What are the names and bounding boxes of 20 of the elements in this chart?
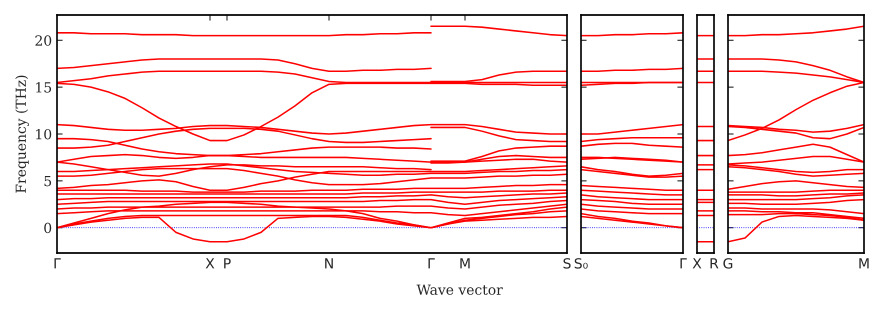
x-tick-label: N bbox=[325, 258, 333, 268]
x-tick-label: G bbox=[723, 258, 732, 269]
x-tick-label: Γ bbox=[54, 258, 61, 268]
y-tick-label: 10 bbox=[36, 128, 52, 140]
x-tick-label: P bbox=[224, 258, 231, 268]
y-tick-label: 0 bbox=[44, 222, 52, 234]
y-tick-label: 15 bbox=[36, 82, 52, 93]
y-axis-title: Frequency (THz) bbox=[15, 76, 29, 193]
y-tick-label: 5 bbox=[44, 176, 52, 186]
x-tick-label: S bbox=[564, 258, 571, 269]
x-tick-label: Γ bbox=[428, 258, 435, 268]
x-tick-label: R bbox=[710, 258, 718, 268]
x-tick-label: X bbox=[692, 258, 702, 268]
y-tick-label: 20 bbox=[35, 35, 52, 46]
x-tick-label: S₀ bbox=[574, 258, 588, 269]
x-tick-label: X bbox=[206, 258, 214, 268]
x-tick-label: Γ bbox=[680, 258, 687, 268]
x-tick-label: M bbox=[859, 258, 869, 268]
x-tick-label: M bbox=[460, 258, 470, 268]
x-axis-title: Wave vector bbox=[416, 284, 503, 295]
